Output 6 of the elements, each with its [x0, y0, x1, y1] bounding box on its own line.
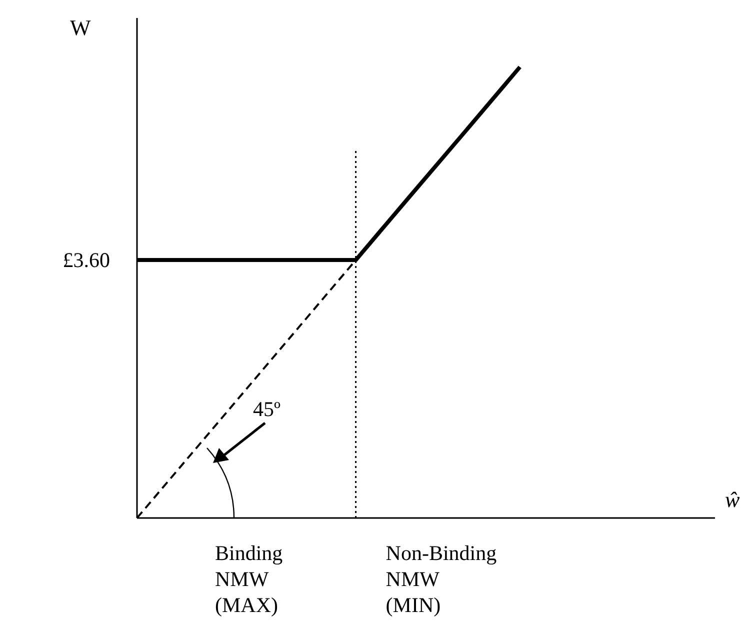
x-axis-title: ŵ — [725, 487, 740, 512]
y-axis-title: W — [70, 15, 91, 40]
text: £3.60 — [62, 248, 110, 272]
annotation: 45º — [253, 397, 281, 421]
text: Binding NMW (MAX) — [215, 541, 284, 617]
text: Non-Binding NMW (MIN) — [386, 541, 498, 617]
